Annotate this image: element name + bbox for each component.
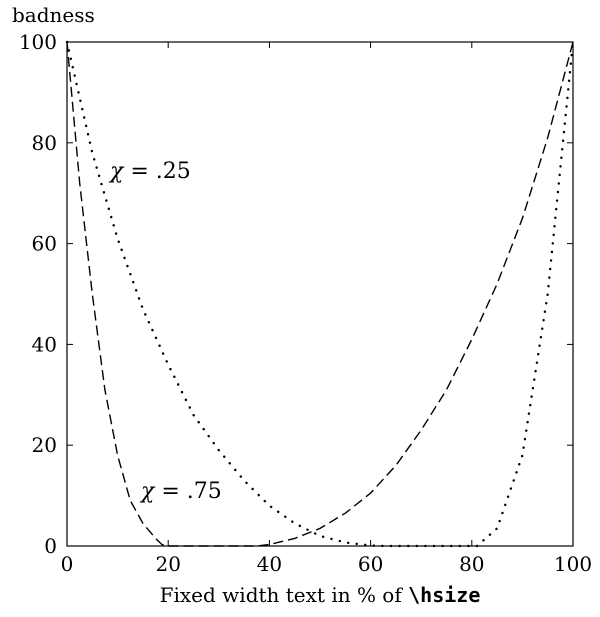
x-axis-label-code: \hsize: [408, 583, 480, 607]
y-tick-label: 80: [32, 131, 57, 155]
y-tick-label: 0: [44, 534, 57, 558]
x-tick-label: 20: [155, 552, 180, 576]
series-label-value: = .25: [123, 159, 190, 184]
x-axis-label: Fixed width text in % of \hsize: [160, 583, 481, 607]
plot-frame: [66, 41, 574, 547]
x-tick-label: 60: [358, 552, 383, 576]
y-tick-label: 40: [32, 332, 57, 356]
y-tick-label: 20: [32, 433, 57, 457]
chart-marks: [65, 40, 575, 548]
y-axis-ticks: 0 20 40 60 80 100: [19, 30, 573, 558]
chi-symbol: χ: [108, 159, 125, 184]
x-tick-label: 80: [459, 552, 484, 576]
x-tick-label: 40: [257, 552, 282, 576]
series-label-value: = .75: [154, 479, 221, 504]
series-line-chi-075: [66, 41, 574, 547]
y-tick-label: 60: [32, 232, 57, 256]
series-label-chi-025: χ = .25: [108, 159, 191, 184]
x-tick-label: 100: [554, 552, 592, 576]
y-tick-label: 100: [19, 30, 57, 54]
y-axis-label: badness: [12, 3, 95, 27]
chi-symbol: χ: [139, 479, 156, 504]
series-label-chi-075: χ = .75: [139, 479, 222, 504]
x-tick-label: 0: [61, 552, 74, 576]
series-line-chi-025: [65, 40, 575, 548]
x-axis-label-text: Fixed width text in % of: [160, 583, 409, 607]
x-axis-ticks: 0 20 40 60 80 100: [61, 42, 592, 576]
